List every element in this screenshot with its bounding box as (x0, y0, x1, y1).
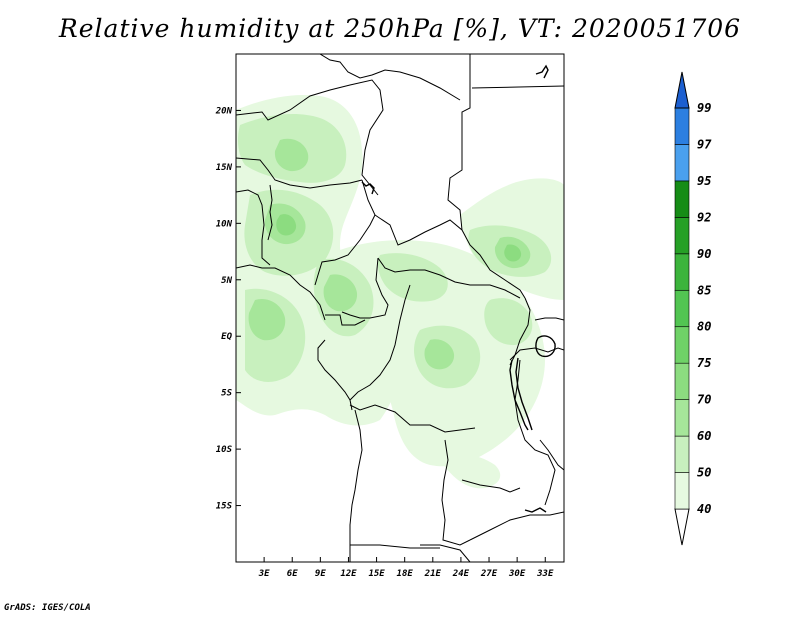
colorbar-label: 40 (697, 502, 711, 516)
colorbar-segment (674, 107, 690, 145)
humidity-max-2 (504, 244, 522, 262)
border-line (420, 544, 471, 562)
border-line (377, 257, 521, 299)
lon-tick-label: 33E (536, 569, 554, 579)
colorbar-label: 70 (697, 393, 711, 407)
border-line (461, 479, 521, 493)
lat-tick-label: 15N (216, 163, 233, 173)
map-axes: 20N 15N 10N 5N EQ 5S 10S 15S 3E 6E 9E 12E 15E 18E 21E 2… (215, 106, 554, 579)
colorbar-label: 90 (697, 247, 711, 261)
colorbar-segment (674, 399, 690, 437)
colorbar-segment (674, 180, 690, 218)
colorbar-segment (674, 472, 690, 510)
colorbar-segment (674, 435, 690, 473)
lat-tick-label: 10S (216, 445, 233, 455)
border-line (534, 317, 564, 321)
lon-tick-label: 6E (287, 569, 298, 579)
border-line (469, 511, 564, 541)
humidity-patch-5 (424, 339, 455, 370)
lon-tick-label: 30E (508, 569, 526, 579)
humidity-patch-6 (274, 138, 309, 172)
lat-tick-label: 20N (215, 106, 233, 116)
lon-tick-label: 21E (424, 569, 442, 579)
humidity-area-south (440, 454, 501, 489)
lat-tick-label: 5N (221, 276, 232, 286)
colorbar-label: 99 (697, 101, 711, 115)
lat-tick-label: 15S (216, 502, 233, 512)
lat-tick-label: 5S (221, 389, 232, 399)
lake-shape (535, 64, 549, 79)
border-line (236, 189, 271, 266)
colorbar-label: 60 (697, 429, 711, 443)
border-line (325, 314, 366, 326)
lake-shape (361, 181, 375, 195)
colorbar-segment (674, 217, 690, 255)
border-line (539, 439, 564, 471)
border-line (471, 85, 564, 89)
colorbar-label: 75 (697, 356, 711, 370)
border-line (236, 79, 384, 196)
lon-tick-label: 12E (340, 569, 357, 579)
border-line (350, 544, 440, 549)
border-line (267, 184, 273, 241)
lake-shape (509, 359, 529, 431)
footer-credit: GrADS: IGES/COLA (4, 603, 91, 613)
border-line (509, 297, 531, 366)
country-borders (236, 54, 564, 562)
border-line (319, 54, 461, 101)
colorbar-label: 95 (697, 174, 711, 188)
border-line (341, 257, 389, 319)
colorbar-label: 85 (697, 283, 711, 297)
lat-tick-label: 10N (216, 219, 233, 229)
humidity-core-5 (377, 253, 448, 302)
border-line (349, 284, 411, 401)
colorbar-segment (674, 362, 690, 400)
humidity-patch-3 (323, 274, 358, 312)
lon-tick-label: 24E (452, 569, 470, 579)
border-line (236, 264, 326, 321)
colorbar-upper-arrow (674, 71, 690, 109)
border-line (314, 179, 376, 286)
colorbar-segment (674, 289, 690, 328)
colorbar-label: 50 (697, 466, 711, 480)
colorbar-label: 92 (697, 210, 711, 224)
colorbar-lower-arrow (674, 508, 690, 546)
humidity-shading (236, 94, 564, 489)
lon-tick-label: 27E (480, 569, 498, 579)
humidity-patch-2 (248, 298, 286, 341)
lakes (361, 64, 556, 513)
colorbar-label: 97 (697, 137, 712, 151)
humidity-max-1 (276, 214, 297, 236)
border-line (349, 404, 476, 433)
border-line (374, 214, 526, 299)
lon-tick-label: 18E (397, 569, 414, 579)
map-title: Relative humidity at 250hPa [%], VT: 202… (58, 14, 742, 43)
border-line (236, 157, 363, 189)
border-line (447, 54, 471, 231)
lat-tick-label: EQ (221, 332, 232, 342)
colorbar-segment (674, 144, 690, 182)
lake-shape (535, 335, 556, 358)
colorbar-label: 80 (697, 320, 711, 334)
lake-shape (524, 507, 547, 513)
colorbar: 40 50 60 70 75 80 85 90 92 95 97 99 (674, 71, 712, 546)
humidity-core-8 (484, 298, 533, 346)
border-line (441, 439, 471, 546)
lon-tick-label: 9E (315, 569, 326, 579)
lon-tick-label: 15E (368, 569, 385, 579)
border-line (317, 339, 353, 411)
lake-shape (515, 357, 533, 431)
lon-tick-label: 3E (258, 569, 270, 579)
map-frame (235, 53, 565, 563)
colorbar-segment (674, 253, 690, 291)
border-line (349, 409, 363, 562)
border-line (509, 347, 564, 361)
colorbar-segment (674, 326, 690, 364)
border-line (514, 359, 556, 506)
